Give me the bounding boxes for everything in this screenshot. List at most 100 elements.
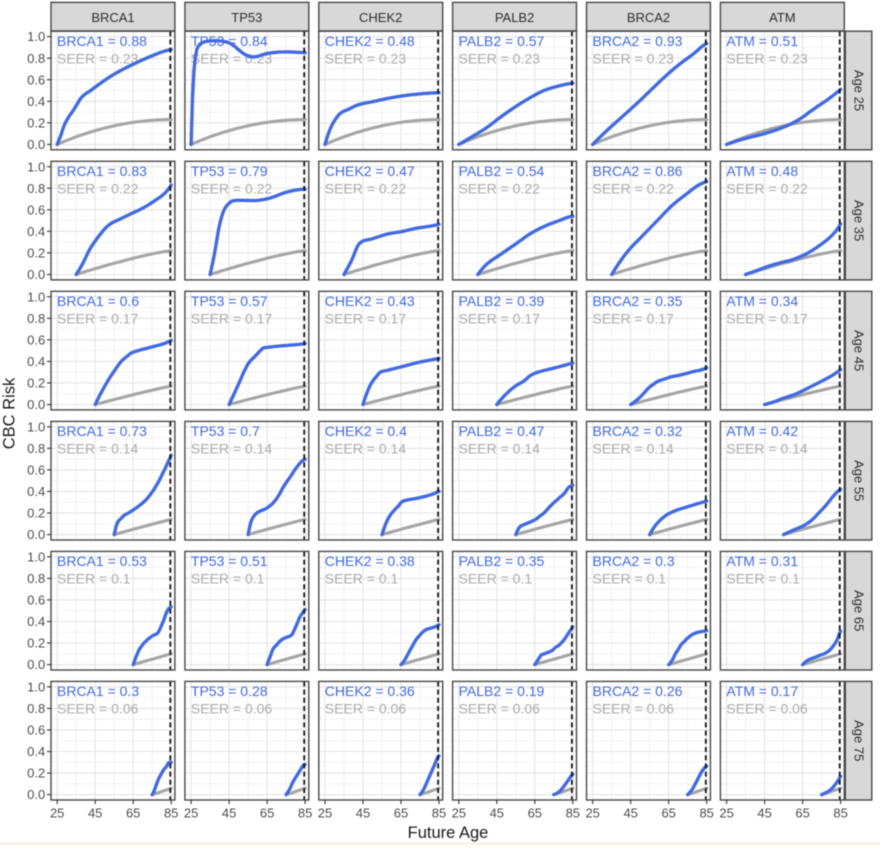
svg-text:SEER = 0.23: SEER = 0.23 <box>325 50 407 66</box>
svg-text:ATM = 0.42: ATM = 0.42 <box>726 423 798 439</box>
svg-text:TP53 = 0.57: TP53 = 0.57 <box>191 293 268 309</box>
svg-text:0.8: 0.8 <box>27 51 45 66</box>
svg-text:Age 65: Age 65 <box>851 590 866 631</box>
svg-text:CHEK2 = 0.48: CHEK2 = 0.48 <box>325 33 415 49</box>
svg-text:PALB2 = 0.54: PALB2 = 0.54 <box>459 163 545 179</box>
svg-text:0.2: 0.2 <box>27 636 45 651</box>
svg-text:45: 45 <box>623 805 637 820</box>
svg-text:BRCA1 = 0.53: BRCA1 = 0.53 <box>57 553 147 569</box>
svg-text:SEER = 0.14: SEER = 0.14 <box>726 441 808 457</box>
svg-text:SEER = 0.06: SEER = 0.06 <box>57 701 139 717</box>
svg-text:SEER = 0.1: SEER = 0.1 <box>726 571 800 587</box>
svg-text:CBC Risk: CBC Risk <box>0 377 18 449</box>
svg-text:BRCA2 = 0.3: BRCA2 = 0.3 <box>593 553 675 569</box>
svg-text:PALB2: PALB2 <box>495 10 535 25</box>
svg-text:SEER = 0.22: SEER = 0.22 <box>593 180 675 196</box>
svg-text:SEER = 0.22: SEER = 0.22 <box>726 180 808 196</box>
svg-text:0.0: 0.0 <box>27 657 45 672</box>
svg-text:65: 65 <box>260 805 274 820</box>
svg-text:0.0: 0.0 <box>27 397 45 412</box>
svg-text:BRCA1 = 0.6: BRCA1 = 0.6 <box>57 293 139 309</box>
svg-text:85: 85 <box>298 805 312 820</box>
svg-text:0.4: 0.4 <box>27 484 45 499</box>
svg-text:0.0: 0.0 <box>27 527 45 542</box>
svg-text:1.0: 1.0 <box>27 680 45 695</box>
svg-text:BRCA1: BRCA1 <box>91 10 134 25</box>
svg-text:BRCA2 = 0.35: BRCA2 = 0.35 <box>593 293 683 309</box>
svg-text:0.8: 0.8 <box>27 701 45 716</box>
svg-text:1.0: 1.0 <box>27 159 45 174</box>
svg-text:0.2: 0.2 <box>27 376 45 391</box>
svg-text:SEER = 0.1: SEER = 0.1 <box>459 571 533 587</box>
svg-text:0.4: 0.4 <box>27 354 45 369</box>
svg-text:ATM = 0.31: ATM = 0.31 <box>726 553 798 569</box>
svg-text:25: 25 <box>585 805 599 820</box>
svg-text:SEER = 0.06: SEER = 0.06 <box>191 701 273 717</box>
svg-text:SEER = 0.06: SEER = 0.06 <box>459 701 541 717</box>
svg-text:PALB2 = 0.57: PALB2 = 0.57 <box>459 33 545 49</box>
svg-text:0.8: 0.8 <box>27 441 45 456</box>
svg-text:SEER = 0.22: SEER = 0.22 <box>459 180 541 196</box>
svg-text:SEER = 0.1: SEER = 0.1 <box>57 571 131 587</box>
svg-text:0.8: 0.8 <box>27 311 45 326</box>
svg-text:Future Age: Future Age <box>408 824 489 842</box>
svg-text:BRCA1 = 0.88: BRCA1 = 0.88 <box>57 33 147 49</box>
svg-text:BRCA2: BRCA2 <box>627 10 670 25</box>
svg-text:SEER = 0.17: SEER = 0.17 <box>57 310 139 326</box>
svg-text:CHEK2 = 0.43: CHEK2 = 0.43 <box>325 293 415 309</box>
svg-text:0.8: 0.8 <box>27 181 45 196</box>
svg-text:0.4: 0.4 <box>27 614 45 629</box>
svg-text:0.6: 0.6 <box>27 72 45 87</box>
svg-text:0.6: 0.6 <box>27 463 45 478</box>
svg-text:25: 25 <box>184 805 198 820</box>
svg-text:BRCA1 = 0.83: BRCA1 = 0.83 <box>57 163 147 179</box>
svg-text:85: 85 <box>432 805 446 820</box>
svg-text:SEER = 0.22: SEER = 0.22 <box>325 180 407 196</box>
svg-text:Age 75: Age 75 <box>851 720 866 761</box>
svg-text:45: 45 <box>356 805 370 820</box>
svg-text:TP53 = 0.28: TP53 = 0.28 <box>191 683 268 699</box>
svg-text:Age 35: Age 35 <box>851 200 866 241</box>
svg-text:SEER = 0.06: SEER = 0.06 <box>325 701 407 717</box>
svg-text:CHEK2 = 0.36: CHEK2 = 0.36 <box>325 683 415 699</box>
svg-text:SEER = 0.17: SEER = 0.17 <box>459 310 541 326</box>
svg-text:45: 45 <box>222 805 236 820</box>
svg-text:ATM = 0.17: ATM = 0.17 <box>726 683 798 699</box>
svg-text:PALB2 = 0.47: PALB2 = 0.47 <box>459 423 545 439</box>
svg-text:BRCA1 = 0.3: BRCA1 = 0.3 <box>57 683 139 699</box>
svg-text:65: 65 <box>126 805 140 820</box>
svg-text:45: 45 <box>490 805 504 820</box>
svg-text:85: 85 <box>699 805 713 820</box>
svg-text:SEER = 0.23: SEER = 0.23 <box>726 50 808 66</box>
svg-text:ATM = 0.48: ATM = 0.48 <box>726 163 798 179</box>
svg-text:0.6: 0.6 <box>27 593 45 608</box>
svg-text:SEER = 0.06: SEER = 0.06 <box>726 701 808 717</box>
svg-text:25: 25 <box>452 805 466 820</box>
svg-text:CHEK2: CHEK2 <box>359 10 402 25</box>
svg-text:85: 85 <box>566 805 580 820</box>
svg-text:SEER = 0.14: SEER = 0.14 <box>57 441 139 457</box>
svg-text:SEER = 0.1: SEER = 0.1 <box>593 571 667 587</box>
svg-text:CHEK2 = 0.38: CHEK2 = 0.38 <box>325 553 415 569</box>
svg-text:ATM = 0.51: ATM = 0.51 <box>726 33 798 49</box>
svg-text:0.4: 0.4 <box>27 744 45 759</box>
svg-text:TP53: TP53 <box>231 10 262 25</box>
svg-text:85: 85 <box>833 805 847 820</box>
svg-text:SEER = 0.14: SEER = 0.14 <box>325 441 407 457</box>
svg-text:0.8: 0.8 <box>27 571 45 586</box>
svg-text:0.0: 0.0 <box>27 267 45 282</box>
svg-text:TP53 = 0.51: TP53 = 0.51 <box>191 553 268 569</box>
svg-text:TP53 = 0.79: TP53 = 0.79 <box>191 163 268 179</box>
svg-text:BRCA2 = 0.93: BRCA2 = 0.93 <box>593 33 683 49</box>
svg-text:SEER = 0.23: SEER = 0.23 <box>57 50 139 66</box>
svg-text:SEER = 0.06: SEER = 0.06 <box>593 701 675 717</box>
svg-text:BRCA2 = 0.26: BRCA2 = 0.26 <box>593 683 683 699</box>
svg-text:SEER = 0.23: SEER = 0.23 <box>593 50 675 66</box>
svg-text:0.2: 0.2 <box>27 115 45 130</box>
svg-text:SEER = 0.17: SEER = 0.17 <box>726 310 808 326</box>
svg-text:SEER = 0.23: SEER = 0.23 <box>191 50 273 66</box>
svg-text:Age 45: Age 45 <box>851 330 866 371</box>
svg-text:SEER = 0.14: SEER = 0.14 <box>593 441 675 457</box>
svg-text:PALB2 = 0.35: PALB2 = 0.35 <box>459 553 545 569</box>
svg-text:1.0: 1.0 <box>27 289 45 304</box>
